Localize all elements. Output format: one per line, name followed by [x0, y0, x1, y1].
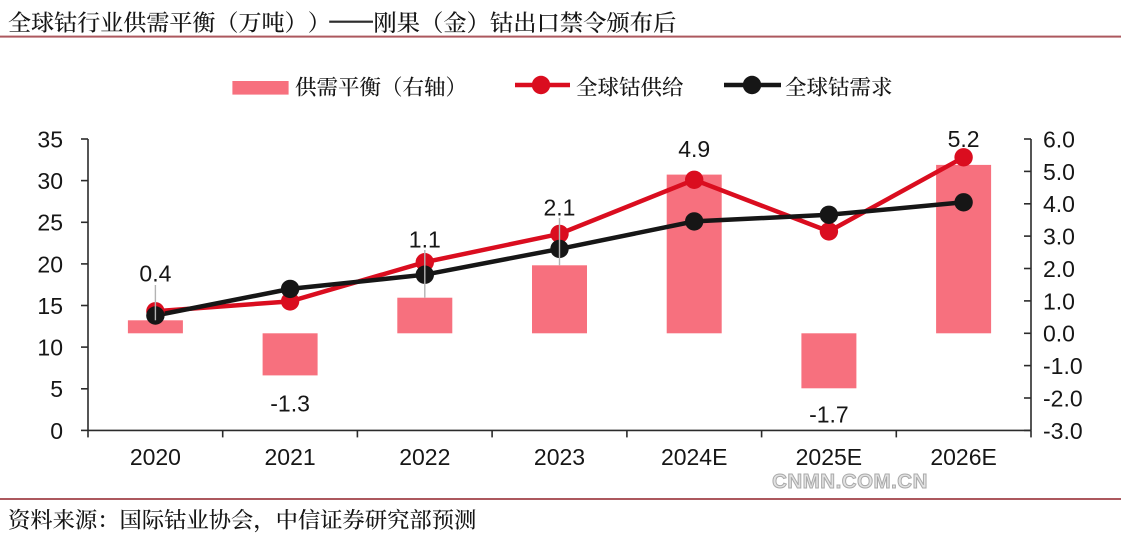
svg-text:4.0: 4.0: [1043, 191, 1075, 217]
svg-text:30: 30: [37, 168, 63, 194]
svg-text:-1.0: -1.0: [1043, 353, 1083, 379]
svg-text:2023: 2023: [534, 444, 585, 470]
svg-text:2026E: 2026E: [930, 444, 997, 470]
svg-text:1.1: 1.1: [409, 226, 441, 252]
svg-text:3.0: 3.0: [1043, 224, 1075, 250]
svg-text:10: 10: [37, 335, 63, 361]
svg-text:CNMN.COM.CN: CNMN.COM.CN: [772, 470, 928, 493]
svg-text:2.1: 2.1: [544, 194, 576, 220]
svg-text:0.0: 0.0: [1043, 321, 1075, 347]
svg-text:35: 35: [37, 126, 63, 152]
svg-text:2022: 2022: [399, 444, 450, 470]
svg-text:-3.0: -3.0: [1043, 418, 1083, 444]
svg-text:2024E: 2024E: [661, 444, 728, 470]
svg-text:2020: 2020: [130, 444, 181, 470]
svg-text:2.0: 2.0: [1043, 256, 1075, 282]
svg-text:6.0: 6.0: [1043, 126, 1075, 152]
svg-text:-1.3: -1.3: [270, 390, 310, 416]
svg-text:15: 15: [37, 293, 63, 319]
svg-text:0.4: 0.4: [139, 260, 171, 286]
svg-text:-1.7: -1.7: [809, 401, 849, 427]
svg-text:5.0: 5.0: [1043, 159, 1075, 185]
svg-text:1.0: 1.0: [1043, 288, 1075, 314]
svg-text:20: 20: [37, 251, 63, 277]
svg-text:-2.0: -2.0: [1043, 385, 1083, 411]
svg-text:2021: 2021: [265, 444, 316, 470]
svg-text:2025E: 2025E: [796, 444, 863, 470]
svg-text:4.9: 4.9: [678, 136, 710, 162]
svg-text:5: 5: [50, 376, 63, 402]
svg-text:25: 25: [37, 210, 63, 236]
svg-text:0: 0: [50, 418, 63, 444]
svg-text:5.2: 5.2: [948, 126, 980, 152]
